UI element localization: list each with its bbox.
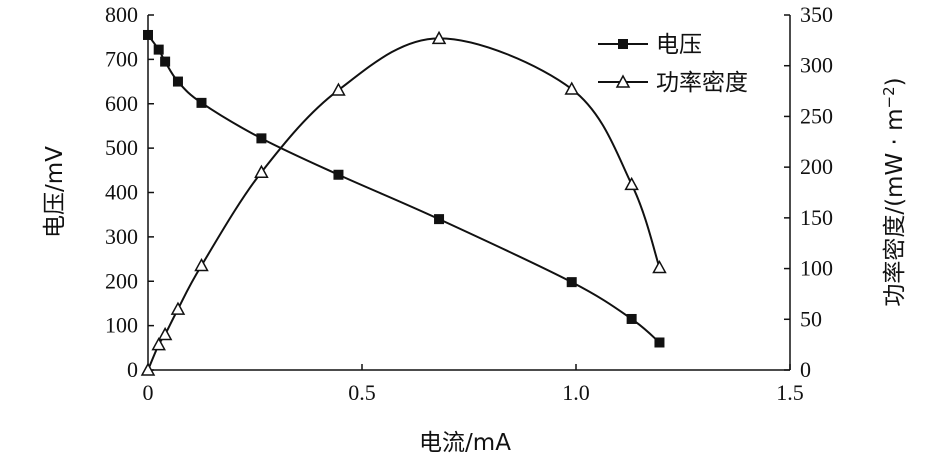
- left-y-tick-label: 100: [105, 313, 138, 338]
- data-point-voltage: [333, 169, 344, 180]
- data-point-voltage: [160, 56, 171, 67]
- left-y-tick-label: 200: [105, 268, 138, 293]
- right-axis-title: 功率密度/(mW · m−2): [880, 77, 908, 306]
- data-point-power-density: [194, 257, 209, 272]
- left-y-tick-label: 700: [105, 46, 138, 71]
- right-y-tick-label: 350: [800, 2, 833, 27]
- right-axis-title-close: ): [882, 77, 908, 86]
- legend-marker-power: [615, 74, 631, 88]
- tick-labels: 0 0.5 1.0 1.5010020030040050060070080005010…: [105, 2, 833, 405]
- right-axis-title-main: 功率密度/(mW · m: [882, 108, 908, 306]
- data-point-power-density: [624, 176, 639, 191]
- data-point-power-density: [431, 30, 447, 45]
- left-axis-title: 电压/mV: [42, 146, 68, 238]
- x-axis-title: 电流/mA: [419, 430, 511, 456]
- left-y-tick-label: 300: [105, 224, 138, 249]
- right-y-tick-label: 300: [800, 53, 833, 78]
- series-markers: [140, 29, 667, 376]
- data-point-voltage: [256, 133, 267, 144]
- legend-marker-voltage: [618, 39, 628, 49]
- x-tick-label: 0: [143, 380, 154, 405]
- left-y-tick-label: 600: [105, 91, 138, 116]
- data-point-power-density: [652, 259, 667, 274]
- data-point-voltage: [172, 76, 183, 87]
- left-y-tick-label: 800: [105, 2, 138, 27]
- data-point-power-density: [157, 326, 173, 341]
- right-y-tick-label: 100: [800, 256, 833, 281]
- data-point-voltage: [566, 277, 577, 288]
- x-tick-label: 1.5: [776, 380, 804, 405]
- legend: 电压 功率密度: [598, 32, 748, 96]
- data-point-power-density: [140, 362, 156, 376]
- data-point-voltage: [434, 214, 445, 225]
- right-y-tick-label: 150: [800, 205, 833, 230]
- data-point-power-density: [331, 82, 346, 96]
- right-y-tick-label: 0: [800, 357, 811, 382]
- axes: [147, 14, 791, 371]
- x-tick-label: 1.0: [562, 380, 590, 405]
- data-point-power-density: [564, 81, 579, 95]
- data-point-voltage: [143, 29, 153, 40]
- data-point-power-density: [151, 337, 166, 351]
- legend-label-voltage: 电压: [656, 32, 702, 58]
- data-point-voltage: [626, 313, 637, 324]
- data-point-power-density: [170, 301, 186, 315]
- data-point-voltage: [153, 44, 164, 55]
- data-point-voltage: [196, 97, 207, 108]
- data-point-voltage: [654, 337, 665, 348]
- series-line-voltage: [147, 34, 661, 344]
- data-point-power-density: [254, 164, 269, 178]
- left-y-tick-label: 400: [105, 180, 138, 205]
- right-y-tick-label: 50: [800, 306, 822, 331]
- left-y-tick-label: 0: [127, 357, 138, 382]
- right-y-tick-label: 250: [800, 103, 833, 128]
- right-y-tick-label: 200: [800, 154, 833, 179]
- x-tick-label: 0.5: [348, 380, 376, 405]
- left-y-tick-label: 500: [105, 135, 138, 160]
- right-axis-title-sup: −2: [880, 86, 898, 108]
- series-lines: [147, 34, 661, 371]
- legend-label-power: 功率密度: [656, 70, 748, 96]
